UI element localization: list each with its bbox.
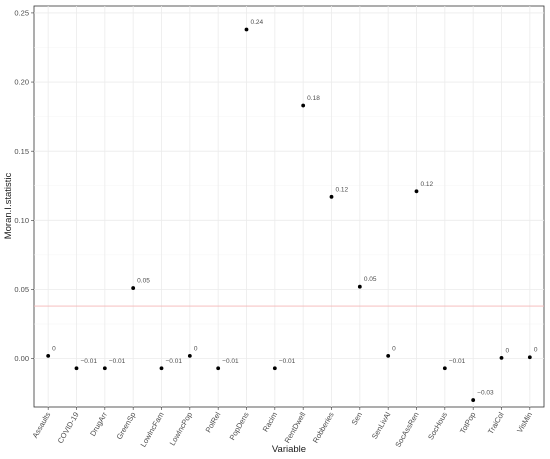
data-point bbox=[46, 353, 51, 358]
data-point bbox=[131, 286, 136, 290]
x-tick-label: SocHous bbox=[426, 410, 449, 441]
y-tick-label: 0.00 bbox=[14, 354, 29, 363]
y-tick-label: 0.20 bbox=[14, 78, 29, 87]
data-label: 0.12 bbox=[421, 181, 434, 188]
data-point bbox=[329, 194, 334, 199]
x-tick-label: GreenSp bbox=[115, 411, 138, 442]
y-axis-title: Moran.I.statistic bbox=[3, 172, 14, 239]
data-labels: 0 −0.01 −0.01 0.05 −0.01 0 −0.01 0.24 −0.01 0.18 0… bbox=[52, 19, 538, 397]
data-label: −0.01 bbox=[279, 358, 296, 365]
x-tick-label: Sen bbox=[350, 411, 364, 427]
data-label: −0.03 bbox=[477, 390, 494, 397]
x-axis-title: Variable bbox=[272, 444, 306, 455]
grid-lines bbox=[34, 6, 544, 407]
data-point bbox=[187, 353, 192, 358]
data-label: −0.01 bbox=[449, 358, 466, 365]
data-label: 0.05 bbox=[137, 278, 150, 285]
data-point bbox=[244, 27, 249, 32]
data-label: −0.01 bbox=[81, 358, 98, 365]
data-label: 0 bbox=[194, 345, 198, 352]
plot-panel bbox=[33, 5, 545, 408]
data-points bbox=[46, 27, 532, 402]
x-axis-ticks: Assaults COVID-19 DrugArr GreenSp LowIncFam L… bbox=[30, 407, 534, 449]
data-point bbox=[386, 353, 391, 358]
x-tick-label: PolRel bbox=[204, 410, 223, 434]
data-label: 0.05 bbox=[364, 276, 377, 283]
data-point bbox=[357, 284, 362, 289]
x-tick-label: LowIncPop bbox=[168, 411, 194, 448]
x-tick-label: SenLivAl bbox=[370, 410, 393, 440]
data-label: 0 bbox=[534, 347, 538, 354]
data-label: 0 bbox=[506, 347, 510, 354]
x-tick-label: DrugArr bbox=[88, 410, 109, 438]
data-point bbox=[102, 366, 107, 371]
y-tick-label: 0.05 bbox=[14, 285, 29, 294]
data-point bbox=[414, 189, 419, 194]
data-point bbox=[216, 366, 221, 371]
x-tick-label: RentDwell bbox=[283, 410, 308, 444]
y-tick-label: 0.10 bbox=[14, 216, 29, 225]
data-label: 0.24 bbox=[251, 19, 264, 26]
y-tick-label: 0.25 bbox=[14, 9, 29, 18]
x-tick-label: PopDens bbox=[228, 410, 251, 441]
x-tick-label: LowIncFam bbox=[139, 411, 166, 449]
data-point bbox=[471, 398, 476, 402]
data-point bbox=[499, 356, 504, 360]
x-tick-label: TraiCol bbox=[486, 410, 506, 435]
data-label: −0.01 bbox=[222, 358, 239, 365]
data-label: 0 bbox=[392, 345, 396, 352]
y-axis-ticks: 0.00 0.05 0.10 0.15 0.20 0.25 bbox=[14, 9, 34, 363]
x-tick-label: Racim bbox=[261, 411, 279, 434]
data-label: −0.01 bbox=[166, 358, 183, 365]
data-point bbox=[272, 366, 277, 371]
data-point bbox=[527, 355, 532, 360]
data-label: −0.01 bbox=[109, 358, 126, 365]
data-point bbox=[301, 103, 306, 108]
data-label: 0.12 bbox=[336, 186, 349, 193]
y-tick-label: 0.15 bbox=[14, 147, 29, 156]
x-tick-label: SocAssRen bbox=[393, 411, 420, 449]
data-point bbox=[442, 366, 447, 371]
data-label: 0.18 bbox=[307, 95, 320, 102]
data-label: 0 bbox=[52, 345, 56, 352]
data-point bbox=[159, 366, 164, 371]
x-tick-label: VisMin bbox=[515, 411, 534, 435]
x-tick-label: Robberies bbox=[311, 410, 336, 444]
x-tick-label: Assaults bbox=[30, 410, 52, 439]
x-tick-label: TotPop bbox=[458, 411, 477, 436]
x-tick-label: COVID-19 bbox=[56, 411, 81, 445]
data-point bbox=[74, 366, 79, 371]
